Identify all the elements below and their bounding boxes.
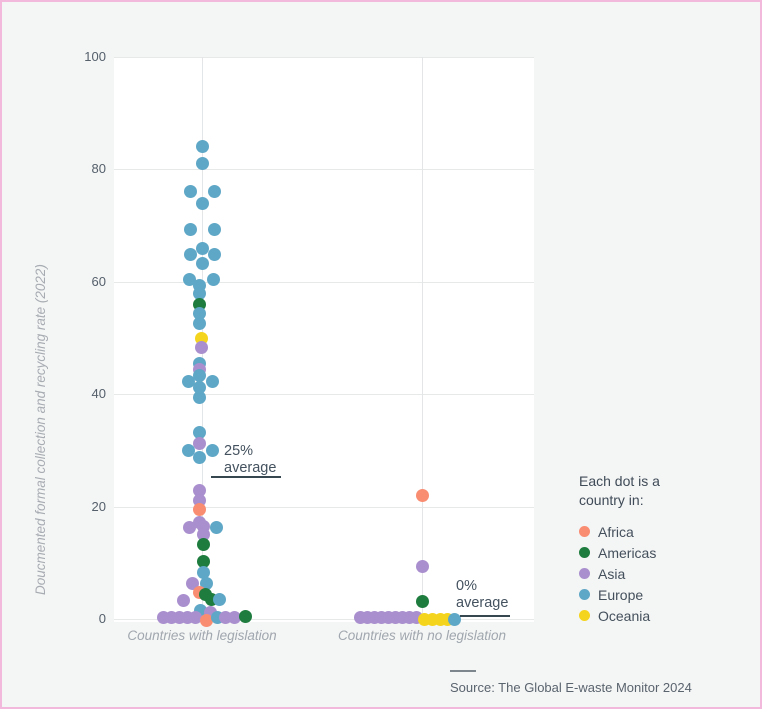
source-divider-line [450, 670, 476, 672]
data-dot-europe [192, 426, 206, 440]
annotation-0-average: 0% average [456, 578, 508, 612]
legend-item-americas: Americas [579, 542, 739, 563]
data-dot-asia [188, 611, 202, 625]
data-dot-europe [206, 273, 220, 287]
data-dot-americas [415, 594, 429, 608]
annotation-25-value: 25% [224, 443, 254, 459]
data-dot-europe [207, 185, 221, 199]
data-dot-europe [182, 273, 196, 287]
data-dot-asia [227, 611, 241, 625]
source-note: Source: The Global E-waste Monitor 2024 [450, 670, 692, 695]
data-dot-europe [192, 316, 206, 330]
legend-dot-asia [579, 568, 590, 579]
legend-item-asia: Asia [579, 563, 739, 584]
annotation-25-average: 25% average [224, 443, 276, 477]
legend-dot-europe [579, 589, 590, 600]
category-label-0: Countries with legislation [127, 628, 277, 643]
data-dot-asia [176, 593, 190, 607]
data-dot-europe [195, 157, 209, 171]
gridline-y-60 [114, 281, 534, 283]
data-dot-europe [207, 247, 221, 261]
data-dot-europe [183, 247, 197, 261]
data-dot-africa [192, 502, 206, 516]
legend-label-oceania: Oceania [598, 607, 651, 624]
data-dot-americas [196, 555, 210, 569]
legend: Each dot is a country in: Africa Americas… [579, 472, 739, 626]
plot-area [114, 57, 534, 628]
legend-label-africa: Africa [598, 523, 634, 540]
data-dot-europe [181, 375, 195, 389]
data-dot-europe [205, 375, 219, 389]
data-dot-europe [183, 223, 197, 237]
legend-item-oceania: Oceania [579, 605, 739, 626]
data-dot-europe [195, 140, 209, 154]
data-dot-africa [199, 614, 213, 628]
annotation-0-value: 0% [456, 578, 477, 594]
legend-label-americas: Americas [598, 544, 657, 561]
data-dot-europe [181, 444, 195, 458]
legend-label-asia: Asia [598, 565, 626, 582]
data-dot-europe [192, 368, 206, 382]
data-dot-europe [192, 450, 206, 464]
data-dot-asia [415, 560, 429, 574]
data-dot-americas [238, 609, 252, 623]
data-dot-asia [194, 341, 208, 355]
data-dot-europe [192, 390, 206, 404]
y-tick-label-40: 40 [91, 386, 106, 402]
data-dot-asia [182, 521, 196, 535]
y-tick-label-0: 0 [98, 611, 106, 626]
y-tick-label-80: 80 [91, 161, 106, 177]
source-text: Source: The Global E-waste Monitor 2024 [450, 680, 692, 695]
data-dot-africa [415, 488, 429, 502]
y-tick-label-60: 60 [91, 273, 106, 289]
data-dot-americas [196, 537, 210, 551]
data-dot-europe [183, 185, 197, 199]
average-line-25 [211, 476, 281, 478]
data-dot-europe [207, 223, 221, 237]
data-dot-europe [195, 257, 209, 271]
gridline-y-0 [114, 619, 534, 620]
y-tick-label-20: 20 [91, 498, 106, 514]
legend-item-europe: Europe [579, 584, 739, 605]
legend-item-africa: Africa [579, 521, 739, 542]
legend-dot-oceania [579, 610, 590, 621]
data-dot-europe [195, 196, 209, 210]
legend-items: Africa Americas Asia Europe Oceania [579, 521, 739, 626]
gridline-y-100 [114, 57, 534, 58]
annotation-0-word: average [456, 595, 509, 611]
legend-title: Each dot is a country in: [579, 473, 660, 508]
gridline-y-40 [114, 394, 534, 396]
data-dot-europe [192, 287, 206, 301]
data-dot-europe [195, 241, 209, 255]
y-tick-label-100: 100 [84, 49, 106, 64]
data-dot-europe [447, 612, 461, 626]
legend-dot-americas [579, 547, 590, 558]
legend-dot-africa [579, 526, 590, 537]
data-dot-asia [192, 437, 206, 451]
legend-label-europe: Europe [598, 586, 644, 603]
category-label-1: Countries with no legislation [337, 628, 507, 643]
gridline-y-20 [114, 506, 534, 508]
data-dot-europe [196, 565, 210, 579]
gridline-category-1 [422, 57, 423, 622]
data-dot-europe [212, 593, 226, 607]
data-dot-asia [192, 483, 206, 497]
data-dot-europe [209, 520, 223, 534]
annotation-25-word: average [224, 460, 277, 476]
gridline-y-80 [114, 169, 534, 171]
y-axis-title: Doucmented formal collection and recycli… [33, 264, 48, 595]
average-line-0 [460, 615, 510, 617]
data-dot-europe [205, 444, 219, 458]
